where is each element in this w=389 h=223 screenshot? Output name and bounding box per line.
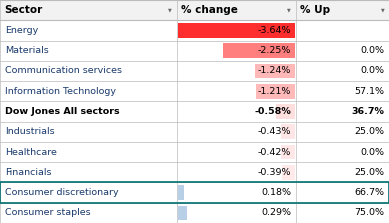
Bar [178,185,184,200]
Text: 0.18%: 0.18% [261,188,291,197]
Text: -1.21%: -1.21% [258,87,291,96]
Text: ▼: ▼ [381,8,385,13]
Text: Industrials: Industrials [5,127,54,136]
Text: ▼: ▼ [168,8,172,13]
Text: -1.24%: -1.24% [258,66,291,75]
Text: Energy: Energy [5,26,38,35]
Text: 0.0%: 0.0% [360,46,384,55]
Text: 36.7%: 36.7% [351,107,384,116]
Bar [0,182,389,203]
Text: -3.64%: -3.64% [258,26,291,35]
Bar [178,206,187,220]
Bar [0,41,389,61]
Text: 0.0%: 0.0% [360,66,384,75]
Text: Healthcare: Healthcare [5,148,56,157]
Text: 25.0%: 25.0% [354,127,384,136]
Text: Sector: Sector [4,5,42,15]
Bar [0,142,389,162]
Text: Dow Jones All sectors: Dow Jones All sectors [5,107,119,116]
Bar [281,145,295,159]
Bar [0,61,389,81]
Bar [281,124,295,139]
Text: ▼: ▼ [287,8,291,13]
Text: % change: % change [181,5,238,15]
Text: Materials: Materials [5,46,48,55]
Text: 57.1%: 57.1% [354,87,384,96]
Bar [276,104,295,119]
Bar [256,84,295,99]
Bar [0,182,389,203]
Bar [178,23,295,38]
Text: 0.29%: 0.29% [261,208,291,217]
Text: Communication services: Communication services [5,66,122,75]
Text: -0.42%: -0.42% [258,148,291,157]
Text: Financials: Financials [5,168,51,177]
Text: % Up: % Up [300,5,329,15]
Bar [0,203,389,223]
Bar [0,162,389,182]
Text: -0.43%: -0.43% [258,127,291,136]
Bar [0,122,389,142]
Text: -2.25%: -2.25% [258,46,291,55]
Bar [0,101,389,122]
Text: 75.0%: 75.0% [354,208,384,217]
Text: Consumer staples: Consumer staples [5,208,90,217]
Text: Consumer discretionary: Consumer discretionary [5,188,118,197]
Bar [0,0,389,20]
Bar [0,20,389,41]
Text: -0.39%: -0.39% [258,168,291,177]
Text: Information Technology: Information Technology [5,87,116,96]
Bar [255,64,295,78]
Text: -0.58%: -0.58% [254,107,291,116]
Bar [223,43,295,58]
Bar [0,81,389,101]
Text: 0.0%: 0.0% [360,148,384,157]
Text: 25.0%: 25.0% [354,168,384,177]
Bar [282,165,295,180]
Text: 66.7%: 66.7% [354,188,384,197]
